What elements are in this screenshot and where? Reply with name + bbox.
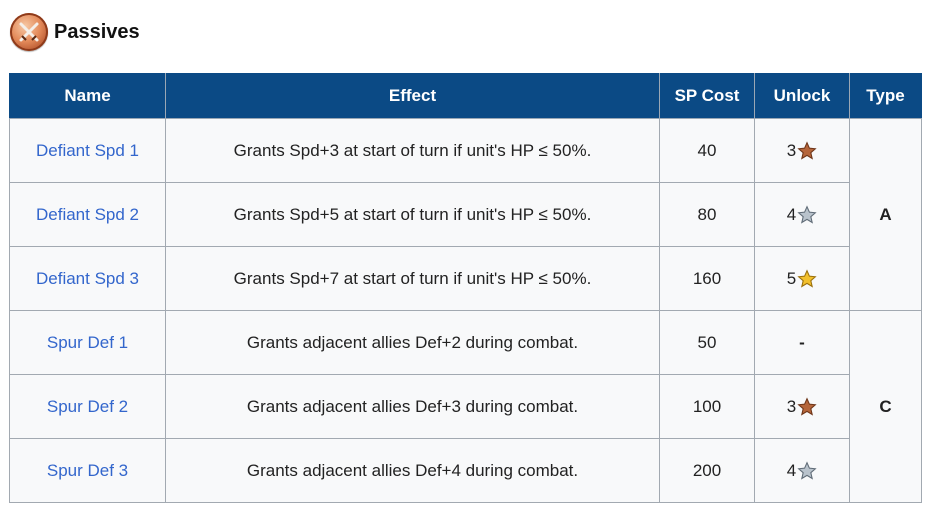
skill-sp-cost: 160 [659, 246, 755, 311]
skill-name-link[interactable]: Defiant Spd 2 [35, 204, 139, 224]
skill-sp-cost: 40 [659, 118, 755, 183]
table-row: Spur Def 1 Grants adjacent allies Def+2 … [9, 310, 922, 503]
table-header-row: Name Effect SP Cost Unlock Type [9, 73, 922, 119]
skill-name-cell: Spur Def 3 [9, 438, 166, 503]
table-row: Defiant Spd 3 Grants Spd+7 at start of t… [9, 246, 922, 311]
bronze-star-icon [797, 140, 817, 160]
skill-unlock: 5 [754, 246, 850, 311]
skill-name-link[interactable]: Spur Def 3 [46, 460, 129, 480]
table-row: Spur Def 2 Grants adjacent allies Def+3 … [9, 374, 922, 439]
silver-star-icon [797, 204, 817, 224]
skill-unlock: 3 [754, 118, 850, 183]
silver-star-icon [797, 460, 817, 480]
skill-effect: Grants Spd+3 at start of turn if unit's … [165, 118, 660, 183]
unlock-level: 3 [786, 396, 797, 416]
column-header-unlock[interactable]: Unlock [754, 73, 850, 119]
column-header-effect[interactable]: Effect [165, 73, 660, 119]
skill-name-link[interactable]: Spur Def 2 [46, 396, 129, 416]
skill-name-link[interactable]: Defiant Spd 3 [35, 268, 139, 288]
section-title: Passives [54, 20, 140, 43]
skill-sp-cost: 200 [659, 438, 755, 503]
unlock-level: 3 [786, 140, 797, 160]
skill-unlock: 4 [754, 438, 850, 503]
column-header-sp-cost[interactable]: SP Cost [659, 73, 755, 119]
unlock-level: 4 [786, 460, 797, 480]
skill-effect: Grants adjacent allies Def+3 during comb… [165, 374, 660, 439]
section-header: Passives [10, 12, 140, 52]
skill-name-cell: Spur Def 2 [9, 374, 166, 439]
skill-name-cell: Defiant Spd 1 [9, 118, 166, 183]
column-header-name[interactable]: Name [9, 73, 166, 119]
skill-type-cell: C [849, 310, 922, 503]
skill-sp-cost: 80 [659, 182, 755, 247]
unlock-level: - [799, 332, 805, 352]
gold-star-icon [797, 268, 817, 288]
table-row: Defiant Spd 2 Grants Spd+5 at start of t… [9, 182, 922, 247]
skill-effect: Grants Spd+5 at start of turn if unit's … [165, 182, 660, 247]
skill-unlock: 4 [754, 182, 850, 247]
skill-name-cell: Spur Def 1 [9, 310, 166, 375]
skill-name-link[interactable]: Spur Def 1 [46, 332, 129, 352]
skill-effect: Grants Spd+7 at start of turn if unit's … [165, 246, 660, 311]
unlock-level: 5 [786, 268, 797, 288]
bronze-star-icon [797, 396, 817, 416]
unlock-level: 4 [786, 204, 797, 224]
column-header-type[interactable]: Type [849, 73, 922, 119]
table-row: Spur Def 3 Grants adjacent allies Def+4 … [9, 438, 922, 503]
table-row: Defiant Spd 1 Grants Spd+3 at start of t… [9, 118, 922, 311]
passives-table: Name Effect SP Cost Unlock Type Defiant … [9, 73, 922, 503]
crossed-swords-icon [10, 13, 48, 51]
skill-effect: Grants adjacent allies Def+4 during comb… [165, 438, 660, 503]
skill-effect: Grants adjacent allies Def+2 during comb… [165, 310, 660, 375]
skill-unlock: - [754, 310, 850, 375]
skill-name-cell: Defiant Spd 2 [9, 182, 166, 247]
skill-name-cell: Defiant Spd 3 [9, 246, 166, 311]
skill-sp-cost: 50 [659, 310, 755, 375]
skill-type-cell: A [849, 118, 922, 311]
skill-sp-cost: 100 [659, 374, 755, 439]
skill-name-link[interactable]: Defiant Spd 1 [35, 140, 139, 160]
skill-unlock: 3 [754, 374, 850, 439]
